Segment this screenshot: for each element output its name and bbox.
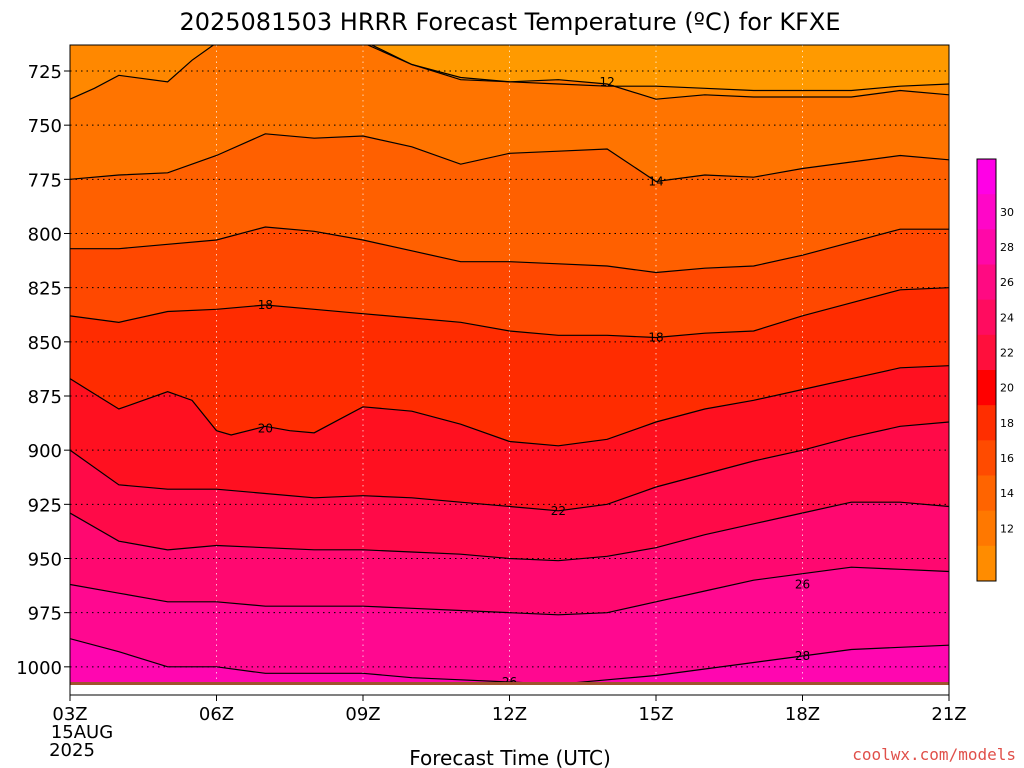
- contour-label: 18: [258, 298, 273, 312]
- y-tick-label: 925: [28, 495, 62, 516]
- x-tick-label: 18Z: [785, 704, 820, 725]
- colorbar-swatch: [977, 194, 996, 230]
- colorbar-swatch: [977, 264, 996, 301]
- isotherm-line: [70, 365, 949, 447]
- colorbar-swatch: [977, 159, 996, 195]
- contour-label: 18: [648, 331, 663, 345]
- contour-label: 22: [551, 504, 566, 518]
- colorbar-swatch: [977, 405, 996, 441]
- credit-text: coolwx.com/models: [852, 745, 1016, 764]
- y-tick-label: 750: [28, 116, 62, 137]
- colorbar-swatch: [977, 440, 996, 476]
- colorbar-swatch: [977, 334, 996, 371]
- colorbar-swatch: [977, 545, 996, 582]
- colorbar-swatch: [977, 229, 996, 265]
- colorbar-label: 26: [1000, 276, 1014, 289]
- colorbar-label: 24: [1000, 311, 1014, 324]
- colorbar-swatch: [977, 299, 996, 336]
- y-tick-label: 950: [28, 550, 62, 571]
- band-9: [70, 567, 949, 685]
- contour-labels: 12 14 18 18 20 22 26 26 28: [258, 75, 810, 689]
- y-tick-label: 875: [28, 387, 62, 408]
- isotherm-line: [70, 566, 949, 616]
- colorbar-swatch: [977, 475, 996, 512]
- y-tick-label: 825: [28, 279, 62, 300]
- colorbar-label: 14: [1000, 487, 1014, 500]
- colorbar-label: 18: [1000, 417, 1014, 430]
- colorbar-label: 28: [1000, 241, 1014, 254]
- chart-title: 2025081503 HRRR Forecast Temperature (ºC…: [179, 8, 840, 36]
- isotherm-line: [70, 133, 949, 183]
- y-tick-label: 1000: [16, 658, 62, 679]
- y-axis: 725 750 775 800 825 850 875 900 925 950 975 1000: [16, 62, 70, 679]
- contour-label: 26: [795, 578, 810, 592]
- colorbar-label: 22: [1000, 346, 1014, 359]
- isotherm-line: [70, 421, 949, 512]
- band-13: [656, 725, 949, 745]
- colorbar-label: 20: [1000, 382, 1014, 395]
- contour-label: 14: [648, 175, 663, 189]
- x-tick-label: 15Z: [638, 704, 673, 725]
- x-tick-label: 09Z: [345, 704, 380, 725]
- colorbar-label: 12: [1000, 522, 1014, 535]
- band-12: [558, 699, 949, 747]
- x-tick-label: 21Z: [931, 704, 966, 725]
- isotherm-line: [70, 45, 949, 100]
- contour-label: 28: [795, 649, 810, 663]
- colorbar-swatch: [977, 510, 996, 547]
- contour-label: 26: [502, 675, 517, 689]
- temperature-bands: [70, 45, 949, 747]
- isotherm-line: [656, 725, 949, 745]
- x-tick-date: 15AUG: [51, 722, 113, 743]
- colorbar-label: 16: [1000, 452, 1014, 465]
- isotherm-line: [70, 287, 949, 339]
- y-tick-label: 800: [28, 225, 62, 246]
- x-tick-year: 2025: [49, 740, 95, 761]
- ground-surface: [70, 682, 949, 685]
- colorbar-label: 30: [1000, 206, 1014, 219]
- isotherm-line: [558, 699, 949, 747]
- contour-label: 20: [258, 422, 273, 436]
- y-tick-label: 725: [28, 62, 62, 83]
- x-tick-label: 12Z: [492, 704, 527, 725]
- y-tick-label: 975: [28, 604, 62, 625]
- x-tick-label: 06Z: [199, 704, 234, 725]
- y-tick-label: 850: [28, 333, 62, 354]
- y-tick-label: 775: [28, 170, 62, 191]
- contour-label: 12: [600, 75, 615, 89]
- y-tick-label: 900: [28, 441, 62, 462]
- x-axis-label: Forecast Time (UTC): [409, 746, 611, 768]
- colorbar-frame: [976, 158, 997, 582]
- x-tick-label: 03Z: [52, 704, 87, 725]
- plot-area: 12 14 18 18 20 22 26 26 28: [70, 45, 949, 747]
- isotherm-line: [70, 501, 949, 562]
- colorbar: 12 14 16 18 20 22 24 26 28 30: [976, 158, 1014, 582]
- isotherm-line: [70, 226, 949, 274]
- colorbar-swatch: [977, 370, 996, 406]
